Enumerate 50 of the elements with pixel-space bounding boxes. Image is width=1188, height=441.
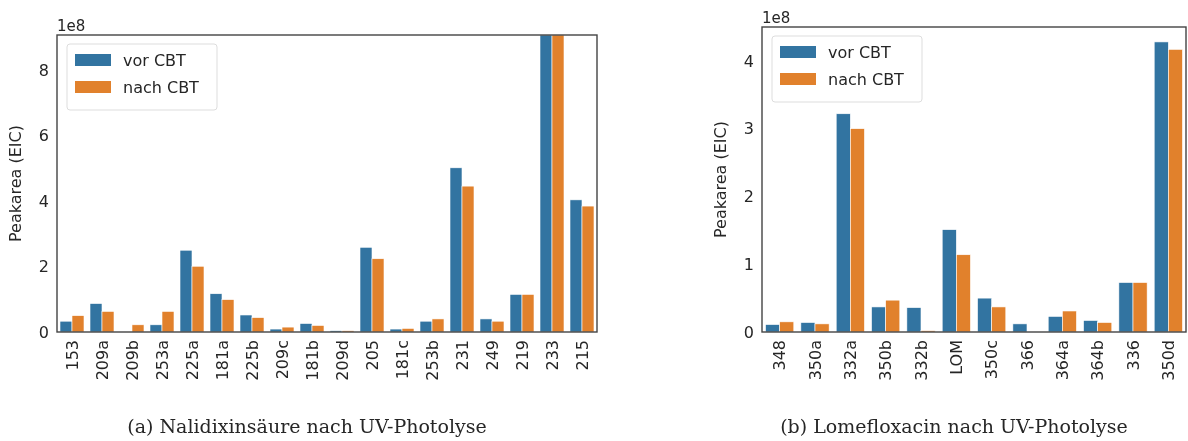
x-tick-label: 332b <box>911 340 931 381</box>
x-tick-label: 233 <box>542 340 562 371</box>
legend-label: nach CBT <box>828 69 905 89</box>
y-tick-label: 0 <box>38 322 49 342</box>
x-tick-label: 350c <box>982 340 1002 380</box>
x-tick-label: 181b <box>302 340 322 381</box>
y-tick-label: 2 <box>743 187 754 207</box>
y-axis-title: Peakarea (EIC) <box>711 121 730 238</box>
x-tick-label: 332a <box>840 340 860 381</box>
x-tick-label: 348 <box>770 340 790 371</box>
x-tick-label: 153 <box>62 340 82 371</box>
x-tick-label: 366 <box>1017 340 1037 371</box>
y-tick-label: 0 <box>743 322 754 342</box>
x-tick-label: 225a <box>182 340 202 381</box>
x-tick-label: 364a <box>1052 340 1072 381</box>
x-tick-label: 181a <box>212 340 232 381</box>
x-tick-label: 209c <box>272 340 292 380</box>
annotation: 1e8 <box>57 17 86 35</box>
x-tick-label: 364b <box>1088 340 1108 381</box>
x-tick-label: 231 <box>452 340 472 371</box>
x-tick-label: 219 <box>512 340 532 371</box>
x-tick-label: 215 <box>572 340 592 371</box>
x-tick-label: LOM <box>946 340 966 375</box>
legend-label: nach CBT <box>123 77 200 97</box>
x-tick-label: 209b <box>122 340 142 381</box>
x-tick-label: 350b <box>876 340 896 381</box>
x-tick-label: 225b <box>242 340 262 381</box>
annotation: 1e8 <box>762 9 791 27</box>
text: (a) Nalidixinsäure nach UV-Photolyse <box>127 415 487 437</box>
text: (b) Lomefloxacin nach UV-Photolyse <box>780 415 1128 437</box>
x-tick-label: 253a <box>152 340 172 381</box>
y-tick-label: 1 <box>743 254 754 274</box>
legend-label: vor CBT <box>828 42 892 62</box>
y-tick-label: 8 <box>38 60 49 80</box>
y-tick-label: 2 <box>38 257 49 277</box>
x-tick-label: 205 <box>362 340 382 371</box>
x-tick-label: 350d <box>1158 340 1178 381</box>
x-tick-label: 253b <box>422 340 442 381</box>
legend-label: vor CBT <box>123 50 187 70</box>
x-tick-label: 209d <box>332 340 352 381</box>
x-tick-label: 249 <box>482 340 502 371</box>
y-tick-label: 6 <box>38 126 49 146</box>
x-tick-label: 209a <box>92 340 112 381</box>
x-tick-label: 181c <box>392 340 412 380</box>
y-axis-title: Peakarea (EIC) <box>6 125 25 242</box>
x-tick-label: 350a <box>805 340 825 381</box>
y-tick-label: 4 <box>743 51 754 71</box>
y-tick-label: 3 <box>743 119 754 139</box>
x-tick-label: 336 <box>1123 340 1143 371</box>
y-tick-label: 4 <box>38 191 49 211</box>
